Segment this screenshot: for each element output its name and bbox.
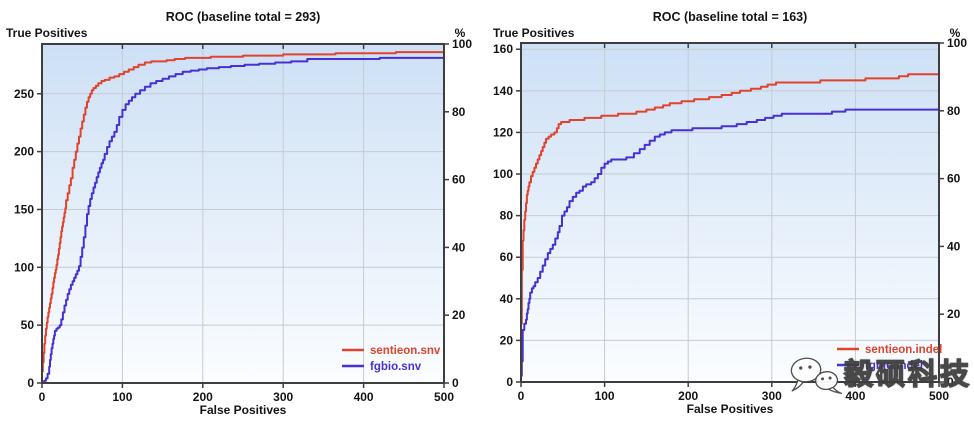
x-axis-label: False Positives — [687, 402, 774, 416]
pct-tick-label: 80 — [452, 105, 466, 119]
pct-tick-label: 40 — [452, 240, 466, 254]
roc-chart-indel: 0 100 200 300 400 500 0 20 40 60 80 100 120 140 160 0 20… — [487, 0, 974, 424]
y-tick-label: 100 — [493, 167, 513, 181]
y-tick-label: 160 — [493, 42, 513, 56]
chart-title: ROC (baseline total = 163) — [653, 10, 808, 24]
percent-axis-label: % — [455, 26, 466, 40]
chart-svg: 0 100 200 300 400 500020406080100120140160020… — [493, 10, 967, 416]
roc-chart-snv: 0 100 200 300 400 500 0 50 100 150 200 250 0 20 40 60 80… — [0, 0, 487, 424]
y-tick-label: 250 — [14, 87, 34, 101]
y-tick-label: 120 — [493, 125, 513, 139]
x-tick-label: 200 — [193, 390, 213, 404]
plot-border — [41, 43, 445, 384]
plot-area — [42, 44, 444, 383]
y-tick-label: 100 — [14, 260, 34, 274]
x-tick-label: 0 — [39, 390, 46, 404]
legend-label-sentieon.snv: sentieon.snv — [370, 345, 441, 357]
y-axis-label: True Positives — [493, 26, 575, 40]
pct-tick-label: 100 — [452, 37, 472, 51]
y-tick-label: 50 — [21, 318, 35, 332]
pct-tick-label: 0 — [947, 375, 954, 389]
y-tick-label: 150 — [14, 202, 34, 216]
y-tick-label: 80 — [500, 209, 514, 223]
x-tick-label: 100 — [595, 389, 615, 403]
y-tick-label: 140 — [493, 84, 513, 98]
y-tick-label: 0 — [506, 375, 513, 389]
pct-tick-label: 40 — [947, 239, 961, 253]
series-sentieon.snv — [41, 51, 444, 383]
pct-tick-label: 100 — [947, 36, 967, 50]
chart-svg: 0 100 200 300 400 500050100150200250020406080… — [6, 10, 472, 417]
legend-label-sentieon.indel: sentieon.indel — [865, 344, 942, 356]
pct-tick-label: 60 — [947, 172, 961, 186]
percent-axis-label: % — [950, 26, 961, 40]
x-tick-label: 500 — [434, 390, 454, 404]
chart-title: ROC (baseline total = 293) — [166, 10, 321, 24]
x-tick-label: 300 — [762, 389, 782, 403]
y-tick-label: 60 — [500, 250, 514, 264]
x-tick-label: 100 — [112, 390, 132, 404]
x-tick-label: 400 — [845, 389, 865, 403]
series-fgbio.snv — [41, 56, 444, 383]
x-tick-label: 0 — [518, 389, 525, 403]
series-fgbio.indel — [520, 108, 939, 382]
x-axis-label: False Positives — [200, 403, 287, 417]
x-tick-label: 500 — [929, 389, 949, 403]
legend-label-fgbio.indel: fgbio.indel — [865, 360, 923, 372]
x-tick-label: 400 — [354, 390, 374, 404]
y-tick-label: 40 — [500, 292, 514, 306]
y-tick-label: 0 — [27, 376, 34, 390]
plot-border — [520, 42, 940, 383]
y-tick-label: 200 — [14, 145, 34, 159]
pct-tick-label: 20 — [947, 307, 961, 321]
pct-tick-label: 80 — [947, 104, 961, 118]
pct-tick-label: 20 — [452, 308, 466, 322]
series-sentieon.indel — [520, 73, 939, 382]
legend-label-fgbio.snv: fgbio.snv — [370, 361, 422, 373]
y-axis-label: True Positives — [6, 26, 88, 40]
x-tick-label: 300 — [273, 390, 293, 404]
x-tick-label: 200 — [678, 389, 698, 403]
pct-tick-label: 0 — [452, 376, 459, 390]
pct-tick-label: 60 — [452, 173, 466, 187]
y-tick-label: 20 — [500, 333, 514, 347]
plot-area — [521, 43, 939, 382]
